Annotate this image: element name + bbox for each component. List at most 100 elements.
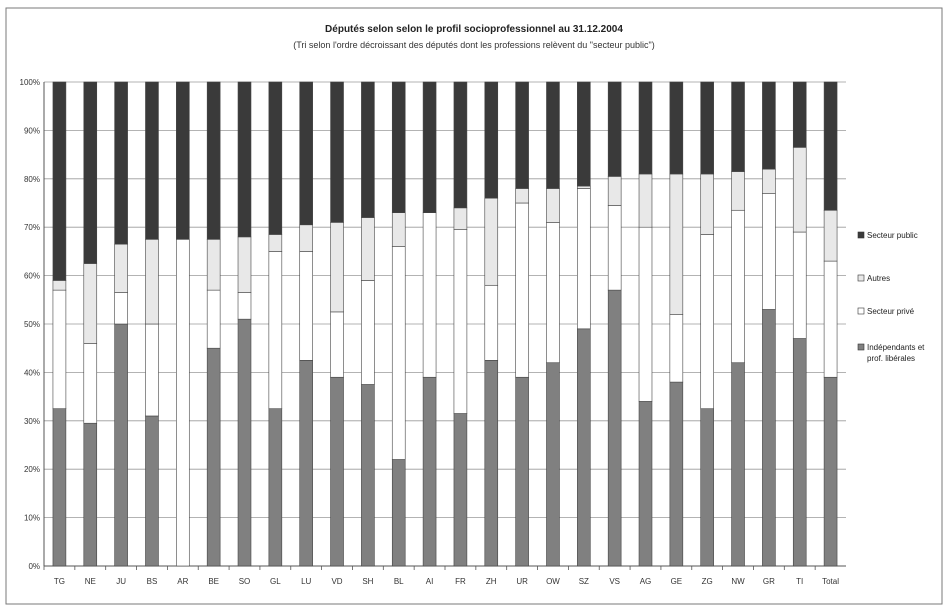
bar-segment bbox=[145, 415, 159, 567]
legend-label: Secteur privé bbox=[867, 307, 915, 316]
chart-border bbox=[5, 7, 943, 605]
bar-segment bbox=[114, 323, 128, 567]
bar-segment bbox=[484, 359, 499, 567]
x-tick-label: BL bbox=[394, 577, 404, 586]
x-tick-label: UR bbox=[516, 577, 528, 586]
bar-segment bbox=[792, 231, 807, 339]
bar-segment bbox=[515, 376, 529, 567]
bar-segment bbox=[546, 81, 560, 189]
bar-segment bbox=[792, 147, 807, 233]
bar-segment bbox=[83, 422, 98, 567]
bar-segment bbox=[823, 376, 838, 567]
bar-segment bbox=[607, 289, 622, 567]
bar-segment bbox=[607, 176, 622, 206]
bar-segment bbox=[638, 81, 653, 175]
x-tick-label: NW bbox=[731, 577, 745, 586]
bar-segment bbox=[638, 226, 653, 402]
bar-segment bbox=[176, 81, 190, 240]
y-tick-label: 50% bbox=[24, 320, 40, 329]
bar-segment bbox=[330, 81, 344, 223]
legend-swatch bbox=[857, 231, 865, 239]
bar-segment bbox=[391, 459, 406, 567]
bar-segment bbox=[145, 81, 159, 240]
bar-segment bbox=[299, 359, 313, 567]
bar-segment bbox=[361, 81, 375, 218]
bar-segment bbox=[546, 222, 560, 364]
y-tick-label: 30% bbox=[24, 417, 40, 426]
x-tick-label: SZ bbox=[579, 577, 589, 586]
bar-segment bbox=[546, 188, 560, 223]
x-tick-label: AR bbox=[177, 577, 188, 586]
bar-segment bbox=[237, 236, 252, 293]
bar-segment bbox=[515, 202, 529, 378]
bar-segment bbox=[145, 323, 159, 417]
bar-segment bbox=[330, 311, 344, 378]
x-tick-label: TI bbox=[796, 577, 803, 586]
bar-segment bbox=[268, 408, 283, 567]
bar-segment bbox=[114, 292, 128, 325]
bar-segment bbox=[268, 251, 283, 409]
bar-segment bbox=[731, 81, 745, 172]
bar-segment bbox=[52, 81, 67, 281]
bar-segment bbox=[762, 309, 776, 567]
y-tick-label: 40% bbox=[24, 368, 40, 377]
x-tick-label: SO bbox=[239, 577, 251, 586]
bar-segment bbox=[145, 239, 159, 325]
x-tick-label: Total bbox=[822, 577, 839, 586]
bar-segment bbox=[391, 246, 406, 460]
y-tick-label: 80% bbox=[24, 175, 40, 184]
bar-segment bbox=[577, 188, 591, 330]
x-tick-label: AI bbox=[426, 577, 434, 586]
bar-segment bbox=[669, 314, 684, 383]
bar-segment bbox=[206, 347, 221, 567]
chart-subtitle: (Tri selon l'ordre décroissant des déput… bbox=[293, 40, 654, 50]
bar-segment bbox=[391, 212, 406, 247]
bar-segment bbox=[330, 376, 344, 567]
x-tick-label: BE bbox=[208, 577, 219, 586]
bar-segment bbox=[299, 224, 313, 252]
legend-label: prof. libérales bbox=[867, 354, 915, 363]
bar-segment bbox=[700, 173, 714, 235]
x-tick-label: LU bbox=[301, 577, 311, 586]
x-tick-label: GR bbox=[763, 577, 775, 586]
x-tick-label: VS bbox=[609, 577, 620, 586]
y-tick-label: 0% bbox=[28, 562, 40, 571]
x-tick-label: TG bbox=[54, 577, 65, 586]
bar-segment bbox=[823, 209, 838, 262]
legend-swatch bbox=[857, 343, 865, 351]
x-axis: TG NE JU BS AR BE SO GL LU VD SH BL AI FR ZH UR OW SZ VS AG… bbox=[43, 566, 839, 586]
legend-swatch bbox=[857, 274, 865, 282]
x-tick-label: NE bbox=[85, 577, 96, 586]
bar-segment bbox=[515, 188, 529, 204]
x-tick-label: OW bbox=[546, 577, 560, 586]
bar-segment bbox=[206, 289, 221, 349]
bar-segment bbox=[669, 173, 684, 315]
bar-segment bbox=[422, 212, 437, 378]
bars bbox=[52, 81, 838, 567]
bar-segment bbox=[762, 193, 776, 310]
x-tick-label: ZG bbox=[702, 577, 713, 586]
y-tick-label: 20% bbox=[24, 465, 40, 474]
legend-label: Autres bbox=[867, 274, 890, 283]
y-tick-label: 70% bbox=[24, 223, 40, 232]
x-tick-label: SH bbox=[362, 577, 373, 586]
bar-segment bbox=[422, 376, 437, 567]
legend-label: Indépendants et bbox=[867, 343, 925, 352]
bar-segment bbox=[83, 81, 98, 264]
bar-segment bbox=[83, 263, 98, 344]
x-tick-label: VD bbox=[331, 577, 342, 586]
y-tick-label: 90% bbox=[24, 126, 40, 135]
bar-segment bbox=[731, 362, 745, 567]
bar-segment bbox=[206, 239, 221, 291]
bar-segment bbox=[515, 81, 529, 189]
bar-segment bbox=[237, 81, 252, 238]
bar-segment bbox=[114, 81, 128, 245]
bar-segment bbox=[484, 197, 499, 286]
bar-segment bbox=[577, 328, 591, 567]
x-tick-label: GL bbox=[270, 577, 281, 586]
bar-segment bbox=[762, 81, 776, 170]
bar-segment bbox=[577, 81, 591, 187]
bar-segment bbox=[453, 229, 468, 414]
bar-segment bbox=[52, 408, 67, 567]
